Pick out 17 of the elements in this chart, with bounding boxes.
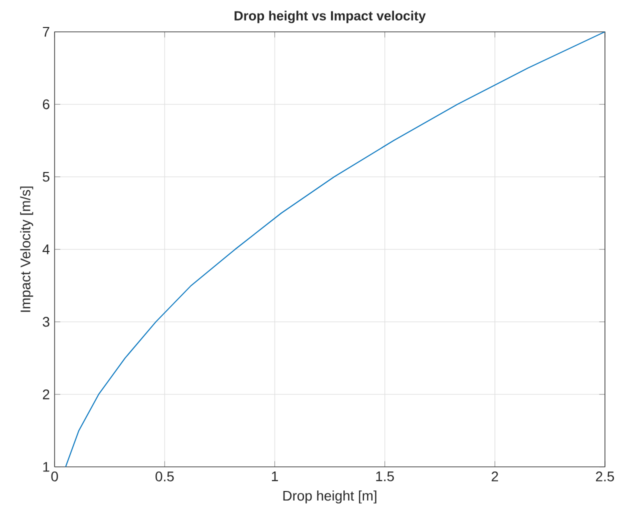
- x-tick-label: 1: [272, 471, 278, 481]
- x-tick-label: 1.5: [376, 471, 394, 482]
- x-tick-label: 2: [492, 471, 498, 482]
- y-tick-label: 2: [42, 389, 50, 399]
- x-axis-title: Drop height [m]: [283, 490, 376, 504]
- y-tick-label: 4: [42, 244, 50, 254]
- y-tick-label: 1: [43, 462, 50, 472]
- y-axis-title: Impact Velocity [m/s]: [20, 186, 34, 312]
- y-tick-label: 7: [42, 26, 50, 36]
- y-tick-label: 3: [42, 316, 50, 327]
- x-tick-label: 0.5: [156, 471, 174, 482]
- y-tick-label: 6: [42, 99, 50, 109]
- x-tick-label: 0: [51, 471, 58, 482]
- y-tick-label: 5: [42, 172, 50, 182]
- x-tick-label: 2.5: [596, 471, 614, 482]
- chart-title: Drop height vs Impact velocity: [234, 10, 426, 23]
- line-series: [65, 32, 605, 467]
